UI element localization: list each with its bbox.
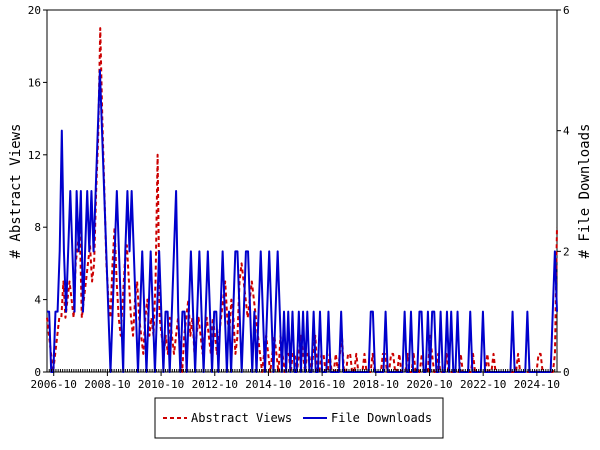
left-y-tick-label: 16 [28, 76, 41, 89]
left-y-tick-label: 8 [34, 221, 41, 234]
left-y-tick-label: 4 [34, 294, 41, 307]
legend-label-file-downloads: File Downloads [331, 411, 432, 425]
x-tick-label: 2020-10 [406, 378, 452, 391]
right-y-axis: 0 2 4 6 [557, 4, 570, 379]
right-y-tick-label: 0 [563, 366, 570, 379]
left-y-tick-label: 0 [34, 366, 41, 379]
x-tick-label: 2010-10 [138, 378, 184, 391]
right-y-tick-label: 2 [563, 245, 570, 258]
x-tick-label: 2024-10 [514, 378, 560, 391]
left-y-tick-label: 12 [28, 149, 41, 162]
left-y-axis-title: # Abstract Views [8, 124, 24, 259]
x-tick-label: 2022-10 [460, 378, 506, 391]
x-tick-label: 2006-10 [31, 378, 77, 391]
legend: Abstract Views File Downloads [154, 397, 444, 439]
left-y-axis: 0 4 8 12 16 20 [28, 4, 47, 379]
series-layer [46, 27, 558, 373]
x-tick-label: 2016-10 [299, 378, 345, 391]
left-y-tick-label: 20 [28, 4, 41, 17]
x-tick-label: 2008-10 [84, 378, 130, 391]
x-tick-label: 2012-10 [192, 378, 238, 391]
plot-area [46, 9, 558, 373]
x-tick-label: 2014-10 [245, 378, 291, 391]
legend-box [154, 397, 444, 439]
right-y-axis-title: # File Downloads [577, 124, 593, 259]
legend-label-abstract-views: Abstract Views [191, 411, 292, 425]
series-line-file-downloads [47, 69, 558, 373]
x-axis: 2006-10 2008-10 2010-10 2012-10 2014-10 2016-… [31, 369, 560, 391]
right-y-tick-label: 4 [563, 125, 570, 138]
x-tick-label: 2018-10 [353, 378, 399, 391]
right-y-tick-label: 6 [563, 4, 570, 17]
